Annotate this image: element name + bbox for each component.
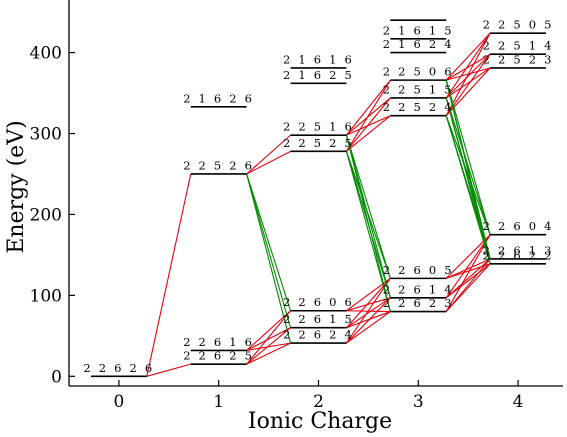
energy-level-label: 2 2 6 0 6	[283, 295, 354, 309]
red-transition-line	[146, 363, 191, 377]
energy-level-label: 2 1 6 2 6	[183, 91, 254, 105]
transition-lines	[146, 32, 491, 377]
red-transition-line	[446, 263, 491, 279]
y-tick-label: 200	[30, 205, 62, 225]
energy-level-label: 2 2 6 2 5	[183, 349, 254, 363]
red-transition-line	[346, 97, 391, 136]
green-transition-line	[246, 173, 292, 311]
red-transition-line	[445, 53, 491, 99]
energy-level-label: 2 2 6 1 3	[483, 243, 554, 257]
red-transition-line	[445, 234, 491, 312]
green-transition-line	[246, 173, 292, 344]
red-transition-line	[445, 258, 491, 299]
red-transition-line	[246, 342, 291, 365]
y-tick-label: 400	[30, 44, 62, 64]
green-transition-line	[345, 134, 391, 279]
red-transition-line	[445, 53, 491, 81]
energy-level-label: 2 2 5 1 4	[483, 39, 554, 53]
x-tick-label: 0	[113, 392, 124, 412]
red-transition-line	[346, 79, 391, 136]
energy-level-label: 2 2 5 0 5	[483, 18, 554, 32]
red-transition-line	[445, 263, 491, 299]
red-transition-line	[346, 311, 391, 344]
red-transition-line	[246, 310, 291, 351]
red-transition-line	[346, 115, 391, 136]
energy-level-label: 2 2 5 2 6	[183, 158, 254, 172]
x-tick-label: 2	[313, 392, 324, 412]
energy-level-label: 2 2 6 2 4	[283, 328, 354, 342]
y-tick-label: 0	[51, 367, 62, 387]
red-transition-line	[246, 310, 291, 365]
red-transition-line	[346, 115, 391, 152]
red-transition-line	[445, 234, 491, 299]
energy-level-label: 2 2 5 2 3	[483, 52, 554, 66]
axes	[68, 0, 563, 387]
red-transition-line	[446, 258, 491, 279]
red-transition-line	[346, 297, 391, 329]
energy-level-label: 2 2 5 2 4	[383, 100, 454, 114]
energy-level-label: 2 2 6 1 4	[383, 282, 454, 296]
red-transition-line	[446, 67, 491, 81]
energy-level-label: 2 1 6 1 5	[383, 23, 454, 37]
x-tick-label: 3	[413, 392, 424, 412]
green-transition-line	[445, 97, 491, 235]
green-transition-line	[345, 135, 391, 312]
energy-levels: 2 2 6 2 6 2 2 6 2 52 2 6 1 6 2 2 5 2 6 2 1 …	[83, 18, 554, 378]
y-axis-label: Energy (eV)	[4, 120, 29, 253]
red-transition-line	[445, 67, 491, 99]
red-transition-line	[146, 173, 192, 377]
energy-level-label: 2 2 6 1 6	[183, 335, 254, 349]
red-transition-line	[445, 234, 491, 279]
energy-level-label: 2 2 6 0 5	[383, 263, 454, 277]
ticks: 0 1 2 3 4 0 100 200 300 400	[30, 44, 524, 412]
red-transition-line	[346, 311, 391, 329]
red-transition-line	[246, 150, 291, 175]
x-tick-label: 4	[513, 392, 524, 412]
green-transition-line	[445, 79, 491, 235]
green-transition-line	[345, 151, 391, 312]
red-transition-line	[346, 297, 391, 344]
green-transition-line	[445, 115, 491, 235]
red-transition-line	[346, 310, 391, 313]
energy-level-label: 2 2 6 2 6	[83, 361, 154, 375]
x-axis-label: Ionic Charge	[248, 409, 392, 434]
energy-level-label: 2 2 5 1 5	[383, 82, 454, 96]
energy-level-label: 2 2 5 1 6	[283, 120, 354, 134]
red-transition-line	[346, 97, 391, 152]
red-transition-line	[345, 79, 391, 152]
red-transition-line	[445, 32, 491, 99]
green-transition-line	[246, 173, 292, 328]
energy-level-label: 2 1 6 2 5	[283, 68, 354, 82]
y-tick-label: 300	[30, 125, 62, 145]
red-transition-line	[445, 32, 491, 81]
energy-level-label: 2 2 5 0 6	[383, 65, 454, 79]
red-transition-line	[346, 297, 391, 312]
energy-level-label: 2 1 6 2 4	[383, 37, 454, 51]
green-transition-line	[345, 134, 391, 298]
red-transition-line	[246, 327, 291, 365]
energy-level-label: 2 2 5 2 5	[283, 136, 354, 150]
red-transition-line	[246, 342, 291, 351]
x-tick-label: 1	[213, 392, 224, 412]
red-transition-line	[445, 258, 491, 312]
energy-level-label: 2 2 6 0 4	[483, 219, 554, 233]
energy-level-label: 2 2 6 1 5	[283, 312, 354, 326]
energy-level-label: 2 2 6 2 3	[383, 296, 454, 310]
energy-level-label: 2 1 6 1 6	[283, 52, 354, 66]
green-transition-line	[445, 79, 491, 260]
y-tick-label: 100	[30, 286, 62, 306]
red-transition-line	[246, 327, 291, 351]
red-transition-line	[246, 134, 291, 175]
